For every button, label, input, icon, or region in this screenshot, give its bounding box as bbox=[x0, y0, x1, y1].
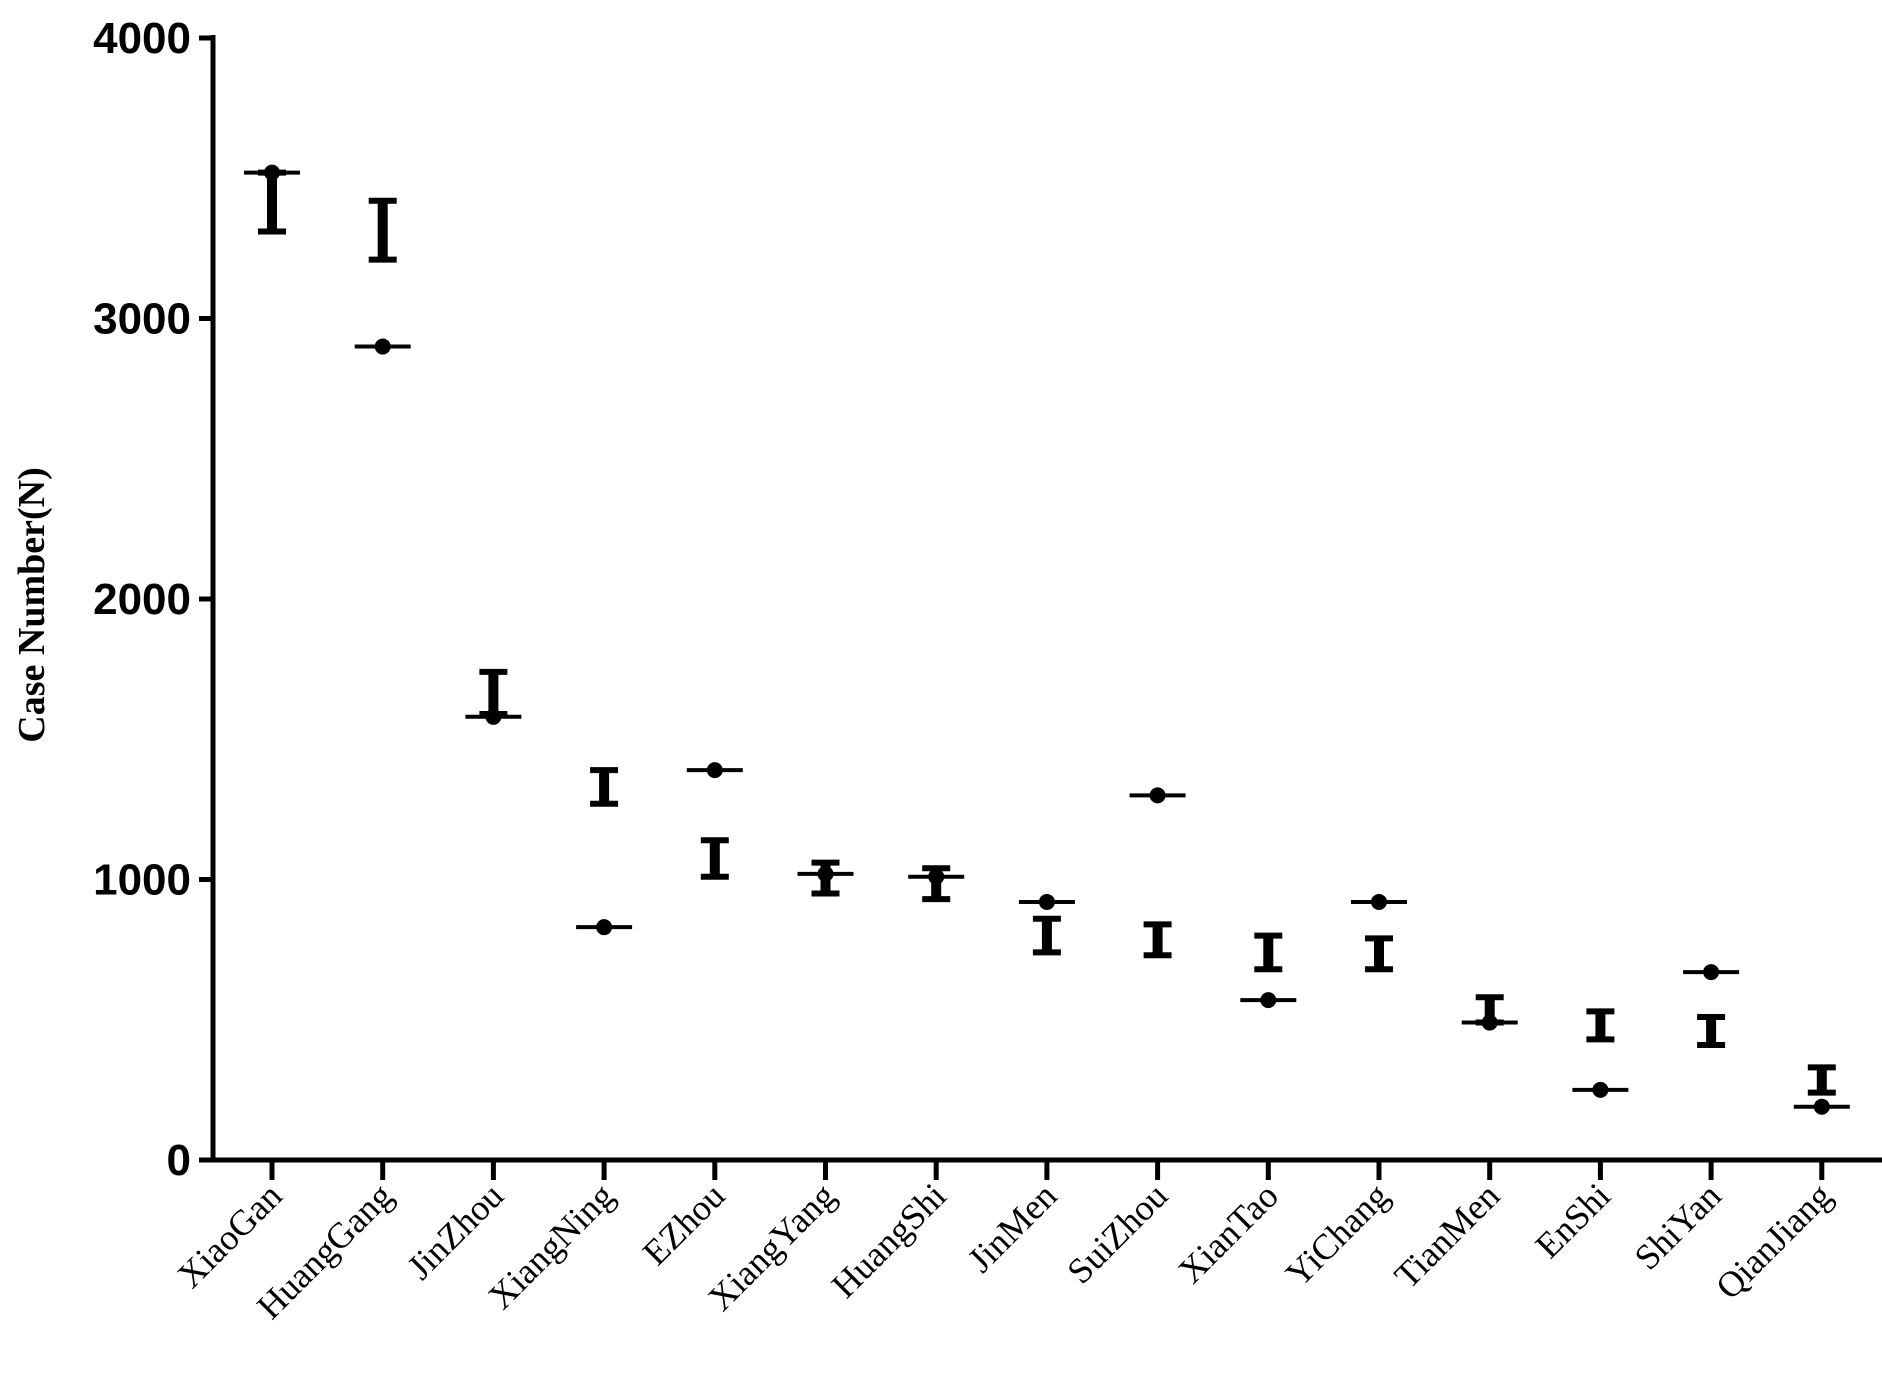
data-point bbox=[596, 919, 613, 936]
x-tick-label: EnShi bbox=[1528, 1175, 1619, 1266]
data-point bbox=[1481, 1014, 1498, 1031]
data-point bbox=[374, 338, 391, 355]
y-axis-label: Case Number(N) bbox=[11, 467, 53, 742]
x-tick-label: YiChang bbox=[1278, 1175, 1397, 1294]
data-point bbox=[1813, 1098, 1830, 1115]
chart-marks bbox=[244, 164, 1850, 1115]
y-tick-label: 2000 bbox=[93, 575, 191, 624]
data-point bbox=[1038, 893, 1055, 910]
data-point bbox=[1703, 964, 1720, 981]
data-point bbox=[264, 164, 280, 181]
data-point bbox=[1260, 992, 1277, 1009]
y-tick-label: 0 bbox=[167, 1136, 191, 1185]
x-tick-label: JinMen bbox=[960, 1175, 1065, 1280]
y-tick-label: 1000 bbox=[93, 856, 191, 905]
y-ticks: 0 1000 2000 3000 4000 bbox=[93, 14, 213, 1185]
data-point bbox=[817, 865, 834, 882]
x-tick-label: SuiZhou bbox=[1059, 1175, 1175, 1291]
y-tick-label: 4000 bbox=[93, 14, 191, 63]
x-tick-label: TianMen bbox=[1387, 1175, 1508, 1296]
data-point bbox=[1371, 893, 1387, 910]
data-point bbox=[706, 762, 723, 779]
data-point bbox=[485, 708, 502, 725]
x-tick-label: EZhou bbox=[635, 1175, 733, 1273]
y-tick-label: 3000 bbox=[93, 295, 191, 344]
x-tick-label: JinZhou bbox=[399, 1175, 511, 1287]
data-point bbox=[1592, 1081, 1609, 1098]
data-point bbox=[928, 868, 945, 885]
x-tick-label: ShiYan bbox=[1627, 1175, 1729, 1277]
x-tick-label: QianJiang bbox=[1708, 1175, 1839, 1306]
x-tick-label: HuangShi bbox=[824, 1175, 954, 1305]
data-point bbox=[1149, 787, 1166, 804]
x-tick-label: XianTao bbox=[1170, 1175, 1286, 1291]
